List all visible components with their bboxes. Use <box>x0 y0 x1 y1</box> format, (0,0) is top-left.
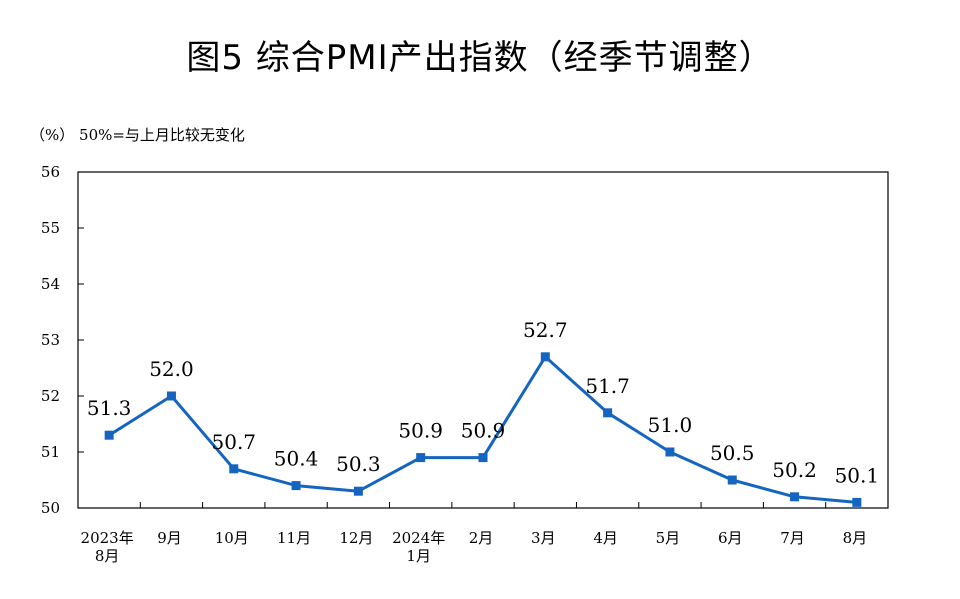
data-label: 50.3 <box>336 452 381 476</box>
data-label: 50.1 <box>835 463 880 487</box>
x-tick-label: 1月 <box>406 547 431 565</box>
unit-note: （%） 50%=与上月比较无变化 <box>30 126 245 144</box>
data-label: 50.9 <box>461 419 506 443</box>
data-label: 52.7 <box>523 318 568 342</box>
x-tick-label: 6月 <box>718 529 743 547</box>
x-tick-label: 2024年 <box>392 529 445 547</box>
data-point <box>166 391 176 401</box>
data-labels: 51.3 52.0 50.7 50.4 50.3 50.9 50.9 52.7 51.7 51.0… <box>87 318 879 488</box>
y-axis: 50 51 52 53 54 55 56 <box>41 163 84 517</box>
data-label: 51.0 <box>648 413 693 437</box>
data-point <box>353 486 363 496</box>
data-point <box>665 447 675 457</box>
x-tick-label: 4月 <box>593 529 618 547</box>
y-tick-label: 50 <box>41 499 60 517</box>
data-point <box>229 464 239 474</box>
data-point <box>603 408 613 418</box>
x-tick-label: 8月 <box>843 529 868 547</box>
chart-title: 图5 综合PMI产出指数（经季节调整） <box>186 38 774 78</box>
data-point <box>291 481 301 491</box>
data-point <box>104 430 114 440</box>
data-label: 50.2 <box>772 458 817 482</box>
y-tick-label: 55 <box>41 219 60 237</box>
y-tick-label: 52 <box>41 387 60 405</box>
x-tick-label: 5月 <box>656 529 681 547</box>
data-label: 51.7 <box>585 374 630 398</box>
x-tick-label: 2月 <box>469 529 494 547</box>
x-tick-label: 10月 <box>215 529 249 547</box>
data-label: 50.5 <box>710 441 755 465</box>
x-tick-label: 9月 <box>157 529 182 547</box>
data-label: 50.4 <box>274 447 319 471</box>
data-point <box>852 497 862 507</box>
x-tick-label: 3月 <box>531 529 556 547</box>
x-tick-label: 8月 <box>95 547 120 565</box>
data-label: 50.7 <box>212 430 257 454</box>
data-label: 51.3 <box>87 396 132 420</box>
x-tick-label: 12月 <box>339 529 373 547</box>
data-label: 50.9 <box>398 419 443 443</box>
data-point <box>727 475 737 485</box>
data-point <box>416 453 426 463</box>
data-label: 52.0 <box>149 357 194 381</box>
y-tick-label: 53 <box>41 331 60 349</box>
data-point <box>478 453 488 463</box>
y-tick-label: 56 <box>41 163 60 181</box>
y-tick-label: 54 <box>41 275 60 293</box>
x-tick-label: 7月 <box>780 529 805 547</box>
x-tick-label: 2023年 <box>81 529 134 547</box>
data-point <box>790 492 800 502</box>
x-tick-label: 11月 <box>277 529 311 547</box>
y-tick-label: 51 <box>41 443 60 461</box>
data-point <box>540 352 550 362</box>
series-markers <box>104 352 862 507</box>
